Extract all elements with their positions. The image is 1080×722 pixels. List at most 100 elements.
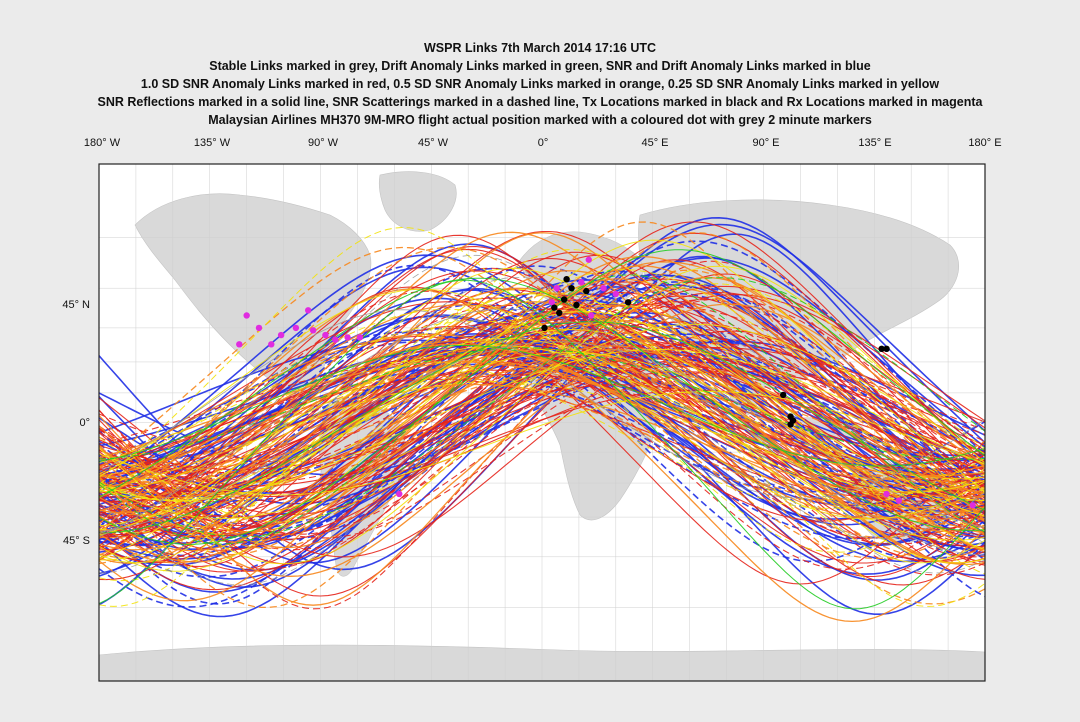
wspr-link-line bbox=[99, 260, 985, 610]
wspr-link-line bbox=[99, 323, 985, 520]
lon-tick-label: 45° W bbox=[417, 137, 449, 149]
station-points bbox=[236, 256, 976, 509]
wspr-link-line bbox=[99, 321, 985, 503]
wspr-link-line bbox=[99, 232, 985, 573]
wspr-link-line bbox=[99, 320, 985, 480]
rx-location-dot bbox=[268, 341, 275, 348]
rx-location-dot bbox=[585, 256, 592, 263]
rx-location-dot bbox=[332, 336, 339, 343]
rx-location-dot bbox=[243, 312, 250, 319]
wspr-link-line bbox=[99, 245, 985, 539]
tx-location-dot bbox=[878, 345, 885, 353]
wspr-link-line bbox=[99, 290, 985, 570]
wspr-link-line bbox=[99, 368, 985, 483]
map-frame bbox=[98, 163, 986, 682]
wspr-link-line bbox=[99, 312, 985, 534]
rx-location-dot bbox=[578, 279, 585, 286]
wspr-link-line bbox=[99, 249, 985, 545]
tx-location-dot bbox=[551, 304, 558, 311]
wspr-link-line bbox=[99, 287, 985, 532]
rx-location-dot bbox=[600, 284, 607, 292]
tx-location-dot bbox=[563, 275, 570, 283]
lat-tick-label: 0° bbox=[79, 417, 90, 429]
wspr-link-line bbox=[99, 308, 985, 496]
title-line-4: SNR Reflections marked in a solid line, … bbox=[97, 95, 983, 109]
wspr-link-line bbox=[99, 369, 985, 497]
wspr-link-line bbox=[99, 309, 985, 499]
wspr-link-line bbox=[99, 390, 985, 496]
title-line-3: 1.0 SD SNR Anomaly Links marked in red, … bbox=[140, 77, 940, 91]
lon-tick-label: 180° W bbox=[83, 137, 121, 149]
tx-location-dot bbox=[779, 391, 787, 399]
rx-location-dot bbox=[277, 331, 285, 339]
wspr-link-line bbox=[99, 345, 985, 493]
wspr-link-line bbox=[99, 277, 985, 538]
tx-location-dot bbox=[568, 284, 575, 292]
wspr-link-line bbox=[99, 269, 985, 533]
wspr-link-line bbox=[99, 279, 985, 610]
wspr-link-line bbox=[99, 337, 985, 474]
wspr-link-line bbox=[99, 303, 985, 501]
rx-location-dot bbox=[304, 307, 312, 314]
wspr-link-line bbox=[99, 232, 985, 549]
lon-tick-label: 0° bbox=[537, 137, 549, 149]
rx-location-dot bbox=[883, 490, 890, 498]
wspr-link-line bbox=[99, 288, 985, 623]
wspr-link-line bbox=[99, 375, 985, 507]
tx-location-dot bbox=[556, 309, 563, 317]
rx-location-dot bbox=[356, 334, 364, 341]
rx-location-dot bbox=[322, 331, 329, 339]
lon-tick-label: 45° E bbox=[641, 137, 669, 149]
wspr-link-line bbox=[99, 265, 985, 538]
rx-location-dot bbox=[612, 290, 620, 298]
wspr-link-line bbox=[99, 273, 985, 597]
lon-tick-label: 135° E bbox=[858, 137, 892, 149]
wspr-link-line bbox=[99, 246, 985, 560]
wspr-link-line bbox=[99, 248, 985, 582]
rx-location-dot bbox=[255, 324, 263, 332]
wspr-link-line bbox=[99, 381, 985, 501]
rx-location-dot bbox=[292, 324, 300, 332]
wspr-link-line bbox=[99, 345, 985, 535]
wspr-link-line bbox=[99, 246, 985, 605]
wspr-link-line bbox=[99, 254, 985, 539]
wspr-link-line bbox=[99, 351, 985, 527]
lon-tick-label: 90° E bbox=[752, 137, 780, 149]
rx-location-dot bbox=[588, 312, 595, 319]
wspr-link-line bbox=[99, 322, 985, 520]
wspr-link-line bbox=[99, 276, 985, 574]
wspr-link-line bbox=[99, 284, 985, 618]
wspr-link-line bbox=[99, 255, 985, 602]
title-line-1: WSPR Links 7th March 2014 17:16 UTC bbox=[423, 41, 657, 55]
lat-tick-label: 45° S bbox=[62, 535, 90, 547]
lat-tick-label: 45° N bbox=[62, 299, 90, 311]
rx-location-dot bbox=[344, 334, 351, 341]
tx-location-dot bbox=[583, 287, 590, 295]
lon-tick-label: 90° W bbox=[307, 137, 339, 149]
wspr-link-line bbox=[99, 341, 985, 532]
lon-tick-label: 135° W bbox=[193, 137, 231, 149]
wspr-link-line bbox=[99, 274, 985, 545]
tx-location-dot bbox=[573, 301, 580, 309]
wspr-link-line bbox=[99, 303, 985, 501]
wspr-link-line bbox=[99, 304, 985, 516]
wspr-link-line bbox=[99, 265, 985, 565]
wspr-link-line bbox=[99, 345, 985, 467]
tx-location-dot bbox=[787, 421, 794, 428]
rx-location-dot bbox=[236, 341, 243, 348]
rx-location-dot bbox=[309, 327, 317, 334]
wspr-link-line bbox=[99, 298, 985, 535]
lon-tick-label: 180° E bbox=[968, 137, 1002, 149]
wspr-link-line bbox=[99, 360, 985, 509]
wspr-link-line bbox=[99, 293, 985, 564]
wspr-link-line bbox=[99, 336, 985, 559]
wspr-link-line bbox=[99, 343, 985, 513]
wspr-link-line bbox=[99, 287, 985, 549]
wspr-link-line bbox=[99, 239, 985, 572]
wspr-link-line bbox=[99, 259, 985, 565]
wspr-link-line bbox=[99, 353, 985, 465]
continent-greenland bbox=[378, 171, 457, 232]
wspr-link-line bbox=[99, 267, 985, 564]
